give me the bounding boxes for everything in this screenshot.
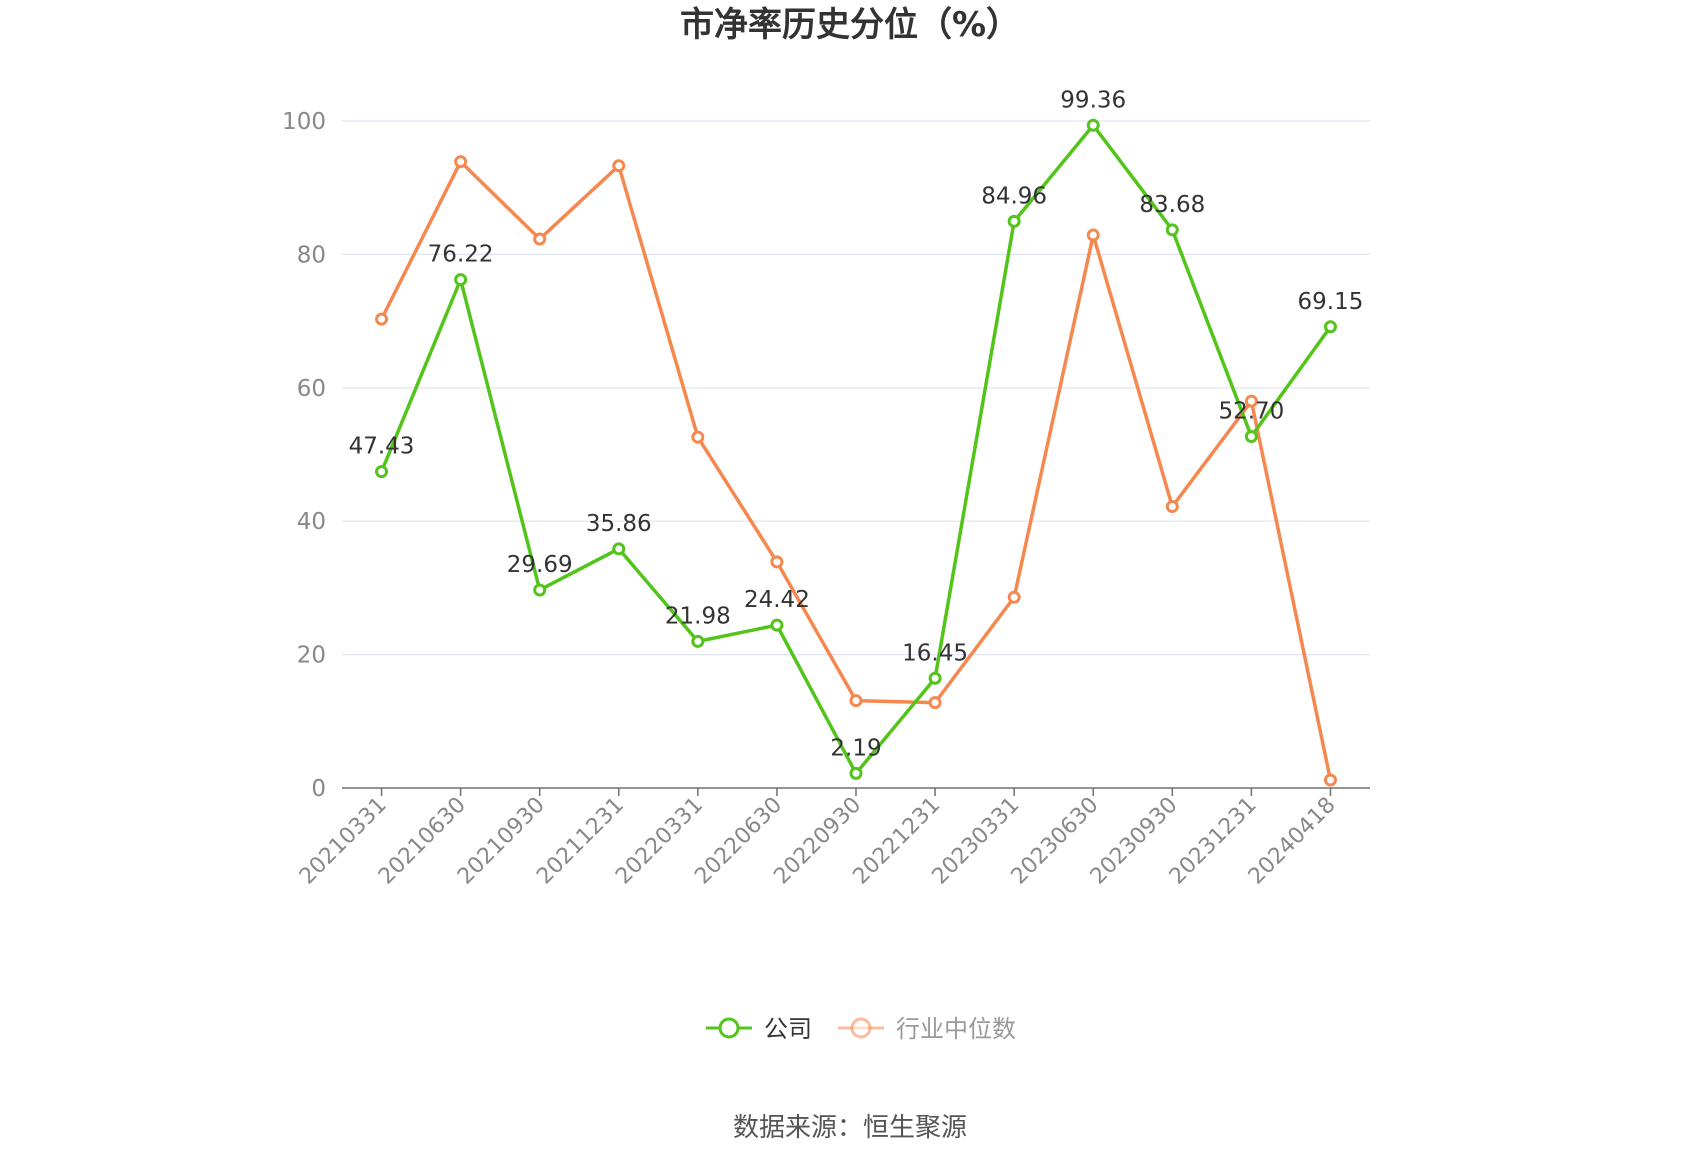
data-label: 83.68 [1139, 192, 1205, 218]
data-label: 52.70 [1218, 398, 1284, 424]
legend: 公司 行业中位数 [706, 1015, 1016, 1043]
data-point-industry[interactable] [1086, 228, 1100, 242]
chart-title: 市净率历史分位（%） [680, 5, 1020, 45]
data-point-industry[interactable] [1244, 394, 1258, 408]
data-point-industry[interactable] [928, 696, 942, 710]
legend-company-marker [718, 1017, 740, 1039]
data-point-industry[interactable] [612, 159, 626, 173]
data-point-industry[interactable] [454, 155, 468, 169]
y-tick-label: 0 [311, 776, 326, 802]
data-point-industry[interactable] [770, 555, 784, 569]
data-point-industry[interactable] [1007, 590, 1021, 604]
data-point-company[interactable] [691, 634, 705, 648]
data-label: 69.15 [1298, 289, 1364, 315]
y-axis: 0 20 40 60 80 100 [282, 109, 326, 802]
data-point-industry[interactable] [1165, 500, 1179, 514]
y-tick-label: 60 [297, 376, 326, 402]
data-point-company[interactable] [612, 542, 626, 556]
legend-industry-label: 行业中位数 [896, 1015, 1016, 1043]
data-label: 47.43 [349, 434, 415, 460]
series-layer [375, 118, 1337, 787]
data-label: 2.19 [830, 735, 881, 761]
data-point-company[interactable] [1007, 214, 1021, 228]
data-point-company[interactable] [533, 583, 547, 597]
data-point-company[interactable] [1244, 429, 1258, 443]
legend-item-company[interactable]: 公司 [706, 1015, 812, 1043]
data-point-company[interactable] [849, 766, 863, 780]
data-point-industry[interactable] [375, 312, 389, 326]
data-label: 99.36 [1060, 87, 1126, 113]
x-axis: 2021033120210630202109302021123120220331… [295, 787, 1370, 889]
data-label: 16.45 [902, 640, 968, 666]
data-point-industry[interactable] [849, 694, 863, 708]
y-tick-label: 80 [297, 242, 326, 268]
data-point-company[interactable] [1323, 320, 1337, 334]
y-tick-label: 100 [282, 109, 326, 135]
data-point-company[interactable] [770, 618, 784, 632]
data-point-company[interactable] [928, 671, 942, 685]
data-point-industry[interactable] [1323, 773, 1337, 787]
y-tick-label: 20 [297, 643, 326, 669]
data-point-company[interactable] [375, 465, 389, 479]
data-label: 24.42 [744, 587, 810, 613]
y-tick-label: 40 [297, 509, 326, 535]
legend-industry-marker [850, 1017, 872, 1039]
data-label: 35.86 [586, 511, 652, 537]
data-labels: 47.43 76.22 29.69 35.86 21.98 24.42 2.19 16.45 8… [349, 87, 1364, 761]
data-point-company[interactable] [1165, 223, 1179, 237]
data-label: 76.22 [428, 242, 494, 268]
data-point-industry[interactable] [691, 430, 705, 444]
data-label: 29.69 [507, 552, 573, 578]
data-label: 21.98 [665, 603, 731, 629]
legend-company-label: 公司 [764, 1015, 812, 1043]
data-label: 84.96 [981, 183, 1047, 209]
legend-item-industry[interactable]: 行业中位数 [838, 1015, 1016, 1043]
grid [342, 120, 1370, 656]
data-point-industry[interactable] [533, 232, 547, 246]
data-point-company[interactable] [454, 273, 468, 287]
data-point-company[interactable] [1086, 118, 1100, 132]
data-source-note: 数据来源：恒生聚源 [733, 1113, 967, 1143]
